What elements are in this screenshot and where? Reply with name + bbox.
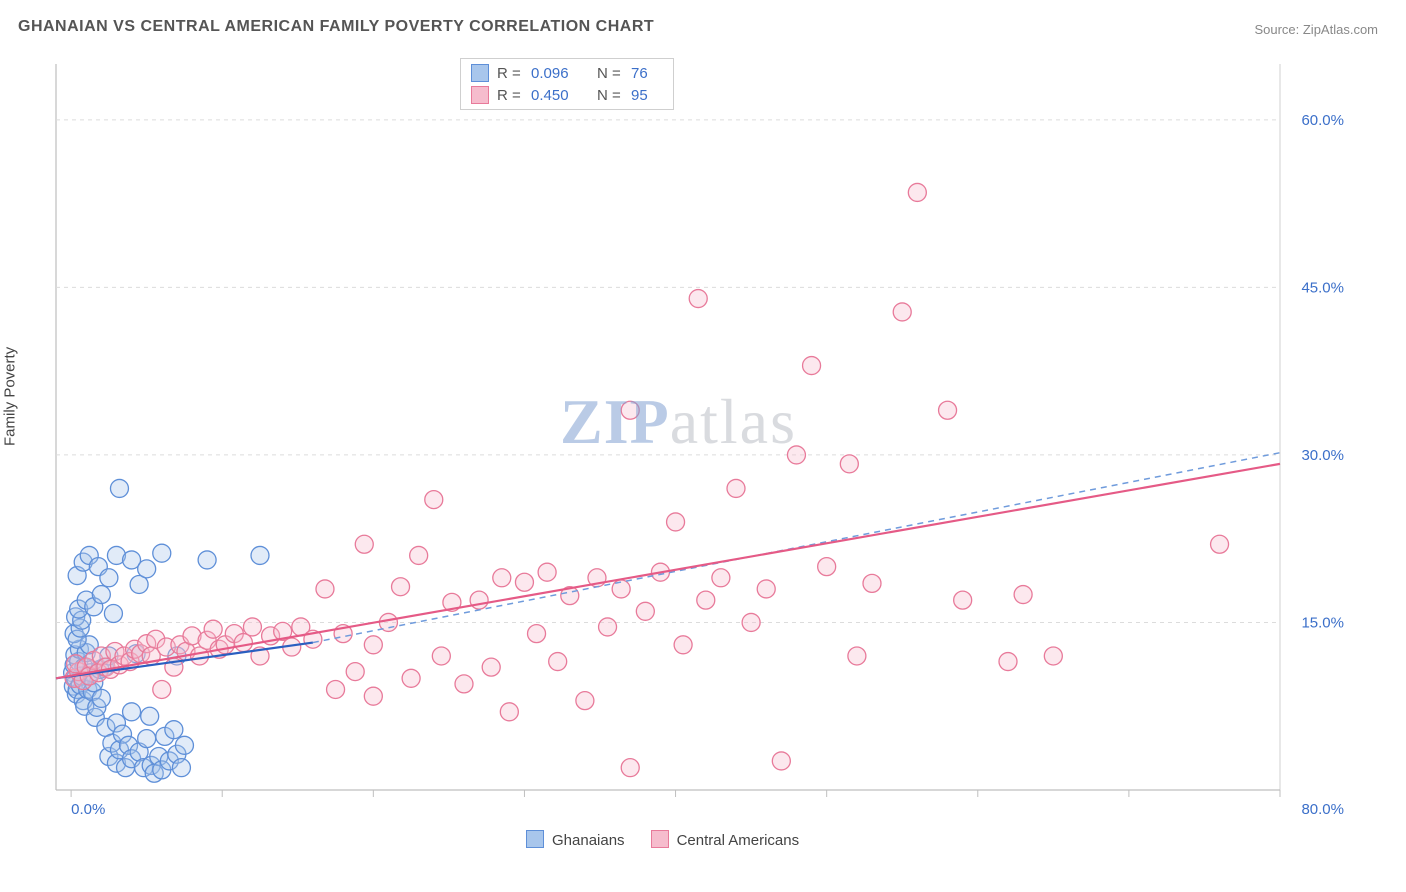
data-point [500, 703, 518, 721]
data-point [92, 586, 110, 604]
data-point [697, 591, 715, 609]
data-point [863, 574, 881, 592]
data-point [538, 563, 556, 581]
data-point [1014, 586, 1032, 604]
legend-n-label: N = [597, 87, 625, 104]
data-point [674, 636, 692, 654]
legend-swatch [651, 830, 669, 848]
data-point [138, 560, 156, 578]
data-point [621, 759, 639, 777]
legend-r-value: 0.450 [531, 87, 591, 104]
data-point [576, 692, 594, 710]
svg-text:30.0%: 30.0% [1301, 447, 1344, 464]
data-point [410, 546, 428, 564]
data-point [165, 721, 183, 739]
source-label: Source: ZipAtlas.com [1254, 22, 1378, 37]
data-point [954, 591, 972, 609]
legend-r-label: R = [497, 65, 525, 82]
data-point [346, 663, 364, 681]
svg-text:45.0%: 45.0% [1301, 279, 1344, 296]
data-point [364, 687, 382, 705]
data-point [742, 613, 760, 631]
data-point [803, 357, 821, 375]
data-point [908, 183, 926, 201]
data-point [712, 569, 730, 587]
legend-swatch [526, 830, 544, 848]
data-point [327, 680, 345, 698]
data-point [104, 605, 122, 623]
data-point [470, 591, 488, 609]
svg-text:80.0%: 80.0% [1301, 801, 1344, 818]
legend-item: Ghanaians [526, 830, 625, 849]
data-point [482, 658, 500, 676]
legend-item: Central Americans [651, 830, 800, 849]
data-point [204, 620, 222, 638]
data-point [772, 752, 790, 770]
data-point [840, 455, 858, 473]
legend-r-label: R = [497, 87, 525, 104]
data-point [402, 669, 420, 687]
data-point [92, 689, 110, 707]
data-point [175, 736, 193, 754]
data-point [689, 290, 707, 308]
legend-r-value: 0.096 [531, 65, 591, 82]
data-point [172, 759, 190, 777]
legend-series-label: Ghanaians [552, 832, 625, 849]
data-point [636, 602, 654, 620]
data-point [138, 730, 156, 748]
y-axis-label: Family Poverty [2, 347, 19, 446]
svg-text:60.0%: 60.0% [1301, 112, 1344, 129]
data-point [455, 675, 473, 693]
legend-series: Ghanaians Central Americans [526, 830, 799, 849]
data-point [939, 401, 957, 419]
svg-text:0.0%: 0.0% [71, 801, 105, 818]
legend-n-value: 76 [631, 65, 661, 82]
data-point [364, 636, 382, 654]
legend-swatch [471, 64, 489, 82]
data-point [493, 569, 511, 587]
data-point [818, 558, 836, 576]
data-point [432, 647, 450, 665]
data-point [667, 513, 685, 531]
data-point [528, 625, 546, 643]
data-point [243, 618, 261, 636]
svg-text:15.0%: 15.0% [1301, 614, 1344, 631]
data-point [123, 703, 141, 721]
data-point [999, 653, 1017, 671]
legend-swatch [471, 86, 489, 104]
data-point [110, 479, 128, 497]
data-point [893, 303, 911, 321]
legend-n-label: N = [597, 65, 625, 82]
data-point [612, 580, 630, 598]
chart-title: GHANAIAN VS CENTRAL AMERICAN FAMILY POVE… [18, 18, 654, 36]
data-point [234, 634, 252, 652]
data-point [425, 491, 443, 509]
data-point [198, 551, 216, 569]
data-point [316, 580, 334, 598]
scatter-plot: 15.0% 30.0% 45.0% 60.0% 0.0% 80.0% [50, 52, 1350, 822]
data-point [1211, 535, 1229, 553]
data-point [153, 544, 171, 562]
data-point [549, 653, 567, 671]
data-point [621, 401, 639, 419]
data-point [757, 580, 775, 598]
data-point [141, 707, 159, 725]
data-point [848, 647, 866, 665]
legend-n-value: 95 [631, 87, 661, 104]
data-point [727, 479, 745, 497]
legend-r-values: R = 0.096 N = 76 R = 0.450 N = 95 [460, 58, 674, 110]
data-point [153, 680, 171, 698]
data-point [355, 535, 373, 553]
data-point [515, 573, 533, 591]
data-point [599, 618, 617, 636]
data-point [1044, 647, 1062, 665]
data-point [787, 446, 805, 464]
data-point [392, 578, 410, 596]
data-point [251, 546, 269, 564]
legend-series-label: Central Americans [677, 832, 800, 849]
data-point [100, 569, 118, 587]
trend-line [56, 464, 1280, 678]
